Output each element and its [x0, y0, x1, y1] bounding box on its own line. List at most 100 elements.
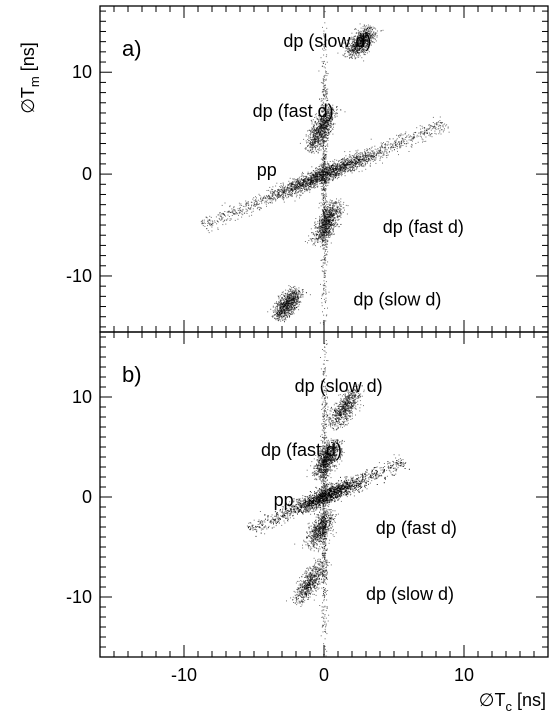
data-point [323, 233, 325, 235]
data-point [321, 177, 323, 179]
data-point [366, 148, 368, 150]
data-point [327, 168, 329, 170]
data-point [320, 231, 322, 233]
data-point [337, 216, 339, 218]
data-point [310, 130, 312, 132]
data-point [249, 208, 251, 210]
data-point [343, 201, 345, 203]
data-point [372, 33, 374, 35]
data-point [259, 209, 261, 211]
data-point [290, 184, 292, 186]
data-point [319, 128, 321, 130]
data-point [309, 149, 311, 151]
data-point [308, 144, 310, 146]
data-point [349, 49, 351, 51]
data-point [341, 167, 343, 169]
data-point [231, 208, 233, 210]
data-point [333, 176, 335, 178]
data-point [238, 202, 240, 204]
data-point [228, 212, 230, 214]
data-point [302, 173, 304, 174]
data-point [319, 233, 321, 235]
data-point [329, 228, 331, 230]
data-point [318, 130, 320, 132]
data-point [371, 38, 373, 40]
data-point [376, 150, 378, 152]
data-point [325, 166, 327, 168]
data-point [311, 238, 313, 240]
data-point [314, 117, 316, 118]
data-point [372, 33, 374, 35]
data-point [276, 193, 278, 195]
data-point [272, 192, 274, 194]
data-point [320, 175, 322, 177]
data-point [321, 129, 323, 131]
data-point [321, 226, 322, 228]
data-point [362, 158, 364, 159]
data-point [353, 35, 355, 37]
data-point [348, 163, 350, 165]
data-point [325, 132, 327, 134]
data-point [340, 171, 341, 173]
data-point [329, 124, 331, 126]
data-point [420, 131, 422, 132]
data-point [326, 115, 328, 117]
data-point [325, 113, 327, 115]
data-point [400, 143, 402, 145]
data-point [320, 229, 322, 231]
data-point [318, 170, 320, 172]
data-point [410, 145, 412, 147]
data-point [251, 211, 253, 213]
data-point [394, 146, 396, 148]
data-point [432, 122, 434, 123]
data-point [326, 112, 328, 114]
data-point [327, 134, 328, 136]
data-point [314, 181, 316, 183]
data-point [326, 214, 328, 216]
data-point [287, 190, 289, 192]
data-point [361, 57, 363, 59]
data-point [315, 130, 317, 132]
data-point [332, 206, 334, 208]
data-point [368, 153, 370, 155]
data-point [335, 164, 336, 166]
series-4 [337, 23, 384, 62]
data-point [333, 213, 335, 214]
data-point [412, 140, 413, 142]
data-point [367, 44, 369, 46]
data-point [298, 191, 299, 193]
data-point [327, 176, 329, 178]
data-point [296, 194, 298, 196]
data-point [414, 137, 416, 139]
data-point [428, 134, 430, 136]
data-point [315, 147, 316, 149]
data-point [304, 241, 306, 242]
data-point [337, 206, 339, 208]
data-point [280, 189, 282, 190]
data-point [368, 160, 370, 162]
data-point [436, 123, 437, 125]
data-point [301, 182, 303, 184]
data-point [337, 163, 339, 165]
data-point [330, 213, 332, 214]
data-point [257, 199, 259, 201]
data-point [348, 46, 350, 48]
data-point [317, 141, 319, 143]
data-point [265, 195, 267, 197]
data-point [322, 244, 324, 246]
data-point [356, 36, 358, 38]
data-point [326, 207, 328, 209]
data-point [295, 186, 297, 188]
data-point [428, 124, 430, 126]
data-point [444, 128, 445, 130]
data-point [349, 151, 351, 153]
data-point [379, 146, 381, 148]
data-point [305, 188, 307, 190]
data-point [328, 168, 330, 170]
data-point [303, 181, 305, 183]
data-point [350, 171, 352, 173]
data-point [318, 171, 320, 173]
data-point [329, 223, 331, 225]
data-point [369, 33, 371, 35]
data-point [358, 41, 360, 43]
